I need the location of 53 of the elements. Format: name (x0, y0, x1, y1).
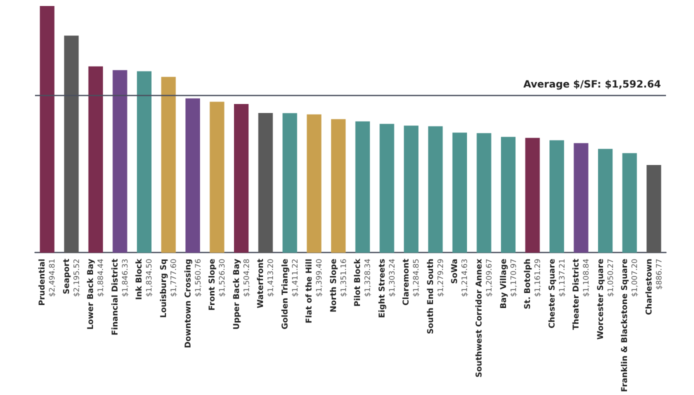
x-tick-label: Pilot Block (353, 258, 362, 307)
bar (161, 76, 176, 253)
x-tick-label: Seaport (62, 258, 71, 294)
bar (185, 98, 200, 253)
x-tick-label: Prudential (38, 258, 47, 306)
bar (258, 112, 273, 253)
x-tick-label: Chester Square (547, 258, 556, 328)
bar (40, 6, 54, 253)
x-tick-label: Worcester Square (596, 258, 605, 340)
bar (88, 66, 103, 253)
bar (331, 119, 346, 253)
bar (64, 36, 79, 253)
bar (500, 136, 516, 253)
bar (598, 148, 613, 253)
x-tick-label: Franklin & Blackstone Square (620, 258, 630, 392)
x-tick-label: Charlestown (644, 258, 654, 315)
bar (234, 104, 249, 253)
x-tick-label: Southwest Corridor Annex (474, 258, 484, 378)
x-tick-label: Front Slope (208, 258, 217, 311)
bar (282, 113, 298, 253)
x-tick-label: North Slope (328, 258, 338, 312)
bar (646, 165, 662, 253)
bar (476, 133, 492, 253)
x-tick-label: Claremont (402, 258, 411, 306)
bar (306, 114, 322, 253)
bar (380, 124, 394, 253)
x-tick-label: SoWa (450, 258, 460, 284)
x-tick-label: Upper Back Bay (232, 258, 241, 330)
x-tick-label: Eight Streets (377, 258, 386, 318)
x-tick-label: St. Botolph (523, 258, 532, 310)
bar (550, 140, 564, 253)
bar (112, 70, 128, 253)
x-tick-label: Louisburg Sq (158, 258, 168, 318)
bar (574, 143, 588, 253)
bar (525, 138, 540, 253)
bar (136, 71, 152, 253)
x-tick-label: Bay Village (498, 258, 508, 309)
x-tick-label: Golden Triangle (280, 258, 290, 330)
ref-line-label: Average $/SF: $1,592.64 (523, 80, 662, 91)
x-tick-label: Ink Block (134, 258, 144, 300)
bar (452, 132, 467, 253)
bar (210, 102, 224, 253)
x-tick-label: Waterfront (256, 258, 266, 308)
x-tick-label: South End South (426, 258, 435, 334)
x-tick-label: Flat of the Hill (304, 258, 314, 324)
x-tick-label: Theater District (572, 258, 581, 330)
x-tick-label: Financial District (110, 258, 120, 336)
bar (622, 153, 637, 253)
bar (428, 126, 443, 253)
bar (355, 121, 370, 253)
x-tick-label: Lower Back Bay (86, 258, 96, 330)
x-tick-label: Downtown Crossing (183, 258, 192, 348)
bar (404, 126, 418, 253)
